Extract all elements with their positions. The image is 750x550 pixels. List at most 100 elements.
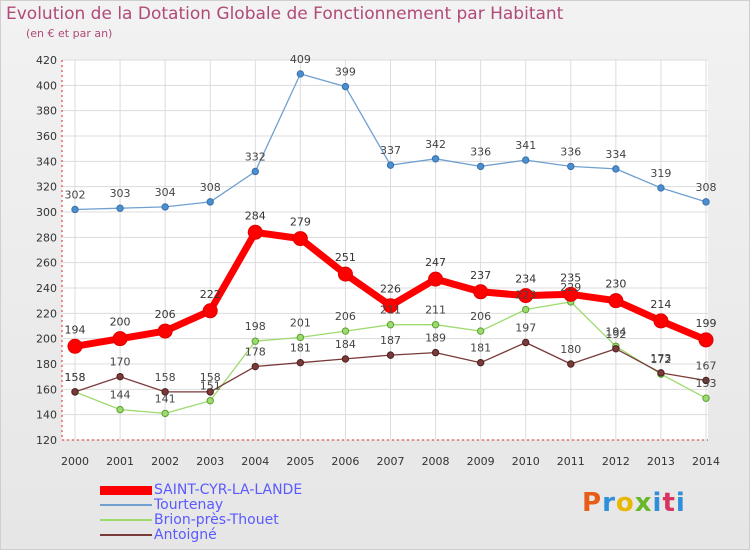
data-point xyxy=(116,204,124,212)
data-label: 173 xyxy=(650,352,671,365)
data-label: 226 xyxy=(380,283,401,296)
data-point xyxy=(157,323,173,339)
legend-label: SAINT-CYR-LA-LANDE xyxy=(154,482,303,498)
data-point xyxy=(608,293,624,309)
y-tick-label: 280 xyxy=(36,231,57,244)
data-label: 279 xyxy=(290,216,311,229)
data-point xyxy=(337,266,353,282)
data-label: 222 xyxy=(200,288,221,301)
data-label: 192 xyxy=(605,328,626,341)
x-tick-label: 2005 xyxy=(286,455,314,468)
data-point xyxy=(518,288,534,304)
data-point xyxy=(161,203,169,211)
data-label: 199 xyxy=(696,317,717,330)
y-tick-label: 240 xyxy=(36,282,57,295)
data-point xyxy=(386,321,395,329)
data-point xyxy=(476,162,485,171)
data-label: 336 xyxy=(470,145,491,158)
data-point xyxy=(206,397,214,405)
data-label: 211 xyxy=(380,304,401,317)
data-label: 170 xyxy=(110,356,131,369)
data-label: 181 xyxy=(470,342,491,355)
data-label: 158 xyxy=(65,371,86,384)
y-tick-label: 120 xyxy=(36,434,57,447)
data-label: 319 xyxy=(650,167,671,180)
x-tick-label: 2013 xyxy=(647,455,675,468)
data-point xyxy=(702,394,710,402)
x-tick-label: 2006 xyxy=(331,455,359,468)
data-point xyxy=(292,231,308,247)
data-label: 187 xyxy=(380,334,401,347)
y-tick-label: 140 xyxy=(36,409,57,422)
data-label: 184 xyxy=(335,338,356,351)
x-tick-label: 2014 xyxy=(692,455,720,468)
data-label: 206 xyxy=(155,308,176,321)
data-label: 251 xyxy=(335,251,356,264)
data-point xyxy=(296,70,305,78)
data-point xyxy=(657,184,665,192)
data-label: 158 xyxy=(65,371,86,384)
data-label: 211 xyxy=(425,304,446,317)
data-label: 235 xyxy=(560,271,581,284)
data-label: 336 xyxy=(560,145,581,158)
data-label: 189 xyxy=(425,332,446,345)
data-point xyxy=(116,405,124,414)
brand-letter: i xyxy=(652,488,663,518)
data-point xyxy=(71,388,79,396)
data-point xyxy=(341,82,350,91)
data-point xyxy=(383,298,398,314)
y-tick-label: 400 xyxy=(36,79,57,92)
data-point xyxy=(431,155,440,163)
data-label: 303 xyxy=(110,187,131,200)
y-tick-label: 380 xyxy=(36,105,57,118)
data-label: 151 xyxy=(200,380,221,393)
x-tick-label: 2011 xyxy=(557,455,585,468)
data-point xyxy=(476,327,485,335)
x-tick-label: 2000 xyxy=(61,455,89,468)
data-label: 201 xyxy=(290,316,311,329)
legend-label: Antoigné xyxy=(154,527,217,543)
data-point xyxy=(612,165,620,173)
data-label: 304 xyxy=(155,186,176,199)
data-label: 334 xyxy=(605,148,626,161)
data-label: 167 xyxy=(696,359,717,372)
data-label: 247 xyxy=(425,256,446,269)
data-label: 141 xyxy=(155,392,176,405)
data-point xyxy=(702,376,710,385)
x-tick-label: 2004 xyxy=(241,455,269,468)
data-point xyxy=(567,162,575,171)
data-point xyxy=(247,224,263,240)
data-label: 181 xyxy=(290,342,311,355)
data-label: 409 xyxy=(290,53,311,66)
x-tick-label: 2012 xyxy=(602,455,630,468)
data-label: 194 xyxy=(65,323,86,336)
data-label: 198 xyxy=(245,320,266,333)
brand-letter: o xyxy=(615,488,635,518)
data-point xyxy=(473,284,489,300)
data-point xyxy=(341,327,350,335)
x-tick-label: 2001 xyxy=(106,455,134,468)
legend-swatch xyxy=(100,534,152,536)
data-label: 284 xyxy=(245,209,266,222)
y-tick-label: 420 xyxy=(36,54,57,67)
data-label: 178 xyxy=(245,346,266,359)
y-tick-label: 320 xyxy=(36,181,57,194)
data-label: 342 xyxy=(425,138,446,151)
chart-subtitle: (en € et par an) xyxy=(26,27,113,40)
x-tick-label: 2003 xyxy=(196,455,224,468)
data-point xyxy=(67,338,83,354)
brand-letter: x xyxy=(634,488,653,518)
legend-label: Brion-près-Thouet xyxy=(154,512,279,528)
chart-title: Evolution de la Dotation Globale de Fonc… xyxy=(6,4,564,24)
data-point xyxy=(702,198,710,206)
x-tick-label: 2007 xyxy=(377,455,405,468)
x-tick-label: 2009 xyxy=(467,455,495,468)
data-point xyxy=(522,305,530,314)
data-point xyxy=(161,409,169,418)
x-tick-label: 2002 xyxy=(151,455,179,468)
data-point xyxy=(386,351,395,359)
legend-label: Tourtenay xyxy=(154,497,224,513)
data-point xyxy=(71,205,79,214)
y-tick-label: 160 xyxy=(36,383,57,396)
